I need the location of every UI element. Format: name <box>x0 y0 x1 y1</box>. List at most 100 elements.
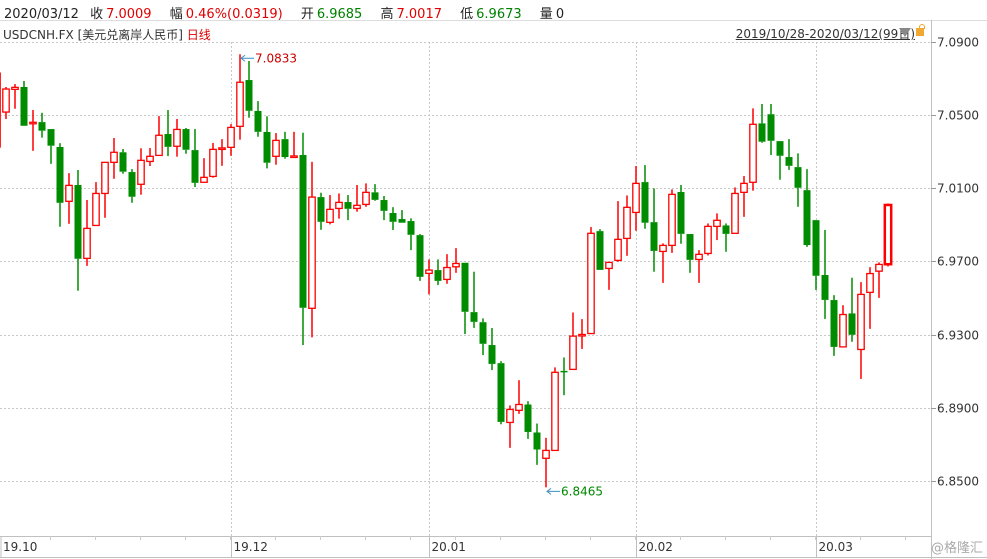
candle-body <box>578 333 586 337</box>
candle <box>398 210 406 223</box>
candle-body <box>326 208 334 223</box>
candle <box>883 203 893 267</box>
candle-body <box>200 176 208 183</box>
candle <box>794 153 802 207</box>
quote-date: 2020/03/12 <box>4 7 79 22</box>
candle <box>335 193 343 219</box>
candle <box>146 148 154 167</box>
candle-body <box>650 222 658 251</box>
candle <box>713 213 721 241</box>
date-range-link[interactable]: 2019/10/28-2020/03/12(99日) <box>735 27 915 41</box>
candle <box>299 132 307 346</box>
candle-body <box>317 197 325 222</box>
candle-body <box>569 335 577 371</box>
candle <box>155 116 163 157</box>
candle-body <box>731 192 739 234</box>
candle-body <box>2 88 10 113</box>
candle <box>380 196 388 221</box>
candle <box>344 195 352 221</box>
candle-body <box>704 225 712 255</box>
candle <box>641 165 649 229</box>
candle <box>407 218 415 251</box>
candle <box>443 254 451 284</box>
candle <box>362 183 370 207</box>
candle <box>686 234 694 273</box>
candle-body <box>866 272 874 294</box>
candle <box>317 192 325 230</box>
candle-body <box>236 81 244 127</box>
period-selector[interactable]: 日线 <box>186 28 211 42</box>
candle <box>839 305 847 348</box>
candle <box>803 169 811 247</box>
x-tick-label: 20.02 <box>639 540 673 554</box>
candle <box>830 295 838 356</box>
candle-body <box>614 238 622 262</box>
candle-body <box>668 193 676 247</box>
candle <box>200 158 208 183</box>
triangle-down-icon[interactable] <box>899 28 911 37</box>
candle <box>524 401 532 439</box>
candle <box>164 110 172 157</box>
candle <box>578 319 586 349</box>
arrow-head-icon <box>546 487 552 495</box>
candle-body <box>722 225 730 234</box>
candle <box>470 271 478 328</box>
candle-body <box>353 204 361 210</box>
low-value: 6.9673 <box>476 7 522 22</box>
x-tick-label: 20.01 <box>432 540 466 554</box>
candle <box>218 139 226 166</box>
candle <box>182 127 190 154</box>
y-tick-label: 7.0900 <box>937 36 979 50</box>
x-tick-label: 19.12 <box>234 540 268 554</box>
candle <box>650 188 658 272</box>
candle <box>866 267 874 329</box>
y-tick-label: 7.0100 <box>937 182 979 196</box>
watermark: @格隆汇 <box>930 541 983 556</box>
candle-body <box>830 300 838 347</box>
open-value: 6.9685 <box>316 7 363 22</box>
candle-body <box>29 121 37 125</box>
candle <box>20 80 28 126</box>
y-tick-label: 6.8500 <box>937 475 979 489</box>
volume-label: 量 <box>539 7 553 22</box>
candle-body <box>776 141 784 156</box>
lock-icon[interactable] <box>916 24 925 36</box>
candle <box>74 170 82 291</box>
candle <box>326 195 334 225</box>
candle <box>542 437 550 488</box>
candle-body <box>65 184 73 202</box>
candle <box>110 138 118 179</box>
candle-body <box>560 370 568 373</box>
open-label: 开 <box>300 7 314 22</box>
candle-body <box>713 219 721 228</box>
candle-body <box>110 151 118 163</box>
candle-body <box>191 150 199 183</box>
candle <box>560 357 568 396</box>
candle <box>758 104 766 143</box>
candle <box>749 108 757 191</box>
candle-body <box>587 232 595 335</box>
candle-body <box>821 275 829 300</box>
candle <box>776 141 784 180</box>
candle-body <box>677 191 685 234</box>
candle <box>488 328 496 371</box>
candle <box>812 220 820 291</box>
candle-body <box>551 371 559 452</box>
candle <box>92 182 100 227</box>
candle <box>857 282 865 379</box>
arrow-head-icon <box>240 54 246 62</box>
candle-body <box>425 269 433 275</box>
candle-body <box>839 313 847 348</box>
symbol-code: USDCNH.FX <box>3 28 74 42</box>
candle-body <box>164 133 172 147</box>
candle-body <box>182 129 190 150</box>
candle-body <box>416 235 424 277</box>
candle-body <box>443 266 451 281</box>
candle-body <box>335 201 343 210</box>
candle <box>632 166 640 231</box>
candle-body <box>623 206 631 240</box>
candle <box>731 187 739 234</box>
x-tick-label: 19.10 <box>3 540 37 554</box>
candle <box>434 259 442 286</box>
